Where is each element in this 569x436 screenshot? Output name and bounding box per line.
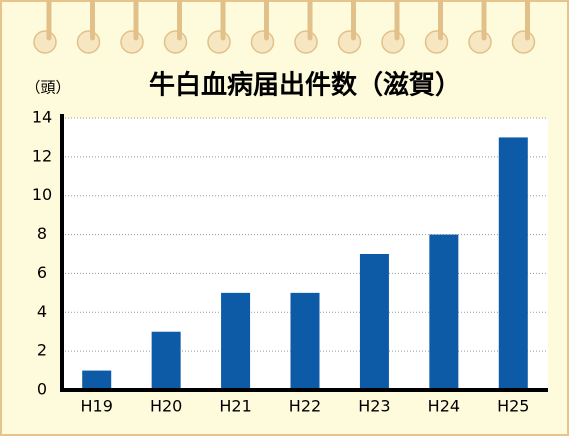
bar [499, 137, 528, 390]
ring-hole [252, 31, 274, 53]
ring-hole [121, 31, 143, 53]
y-tick-label: 8 [37, 224, 47, 243]
ring-hole [382, 31, 404, 53]
bar [82, 371, 111, 390]
ring-hole [469, 31, 491, 53]
chart: （頭） 牛白血病届出件数（滋賀） 0 2 4 6 8 10 12 14 H19 H20 H21 H22… [0, 0, 569, 436]
bar [429, 235, 458, 390]
x-tick-label: H19 [81, 397, 113, 416]
y-tick-label: 10 [32, 185, 52, 204]
x-tick-label: H24 [428, 397, 460, 416]
y-tick-label: 0 [37, 380, 47, 399]
y-axis-label: （頭） [25, 79, 70, 97]
ring-hole [165, 31, 187, 53]
bar [360, 254, 389, 390]
y-tick-label: 12 [32, 146, 52, 165]
ring-hole [426, 31, 448, 53]
y-tick-label: 4 [37, 302, 47, 321]
x-tick-label: H22 [289, 397, 321, 416]
bar [291, 293, 320, 390]
y-tick-label: 2 [37, 341, 47, 360]
x-tick-label: H21 [219, 397, 251, 416]
y-tick-label: 6 [37, 263, 47, 282]
x-tick-label: H20 [150, 397, 182, 416]
ring-hole [295, 31, 317, 53]
ring-hole [34, 31, 56, 53]
ring-hole [339, 31, 361, 53]
x-tick-label: H25 [497, 397, 529, 416]
ring-hole [513, 31, 535, 53]
bar [221, 293, 250, 390]
x-tick-label: H23 [358, 397, 390, 416]
chart-title: 牛白血病届出件数（滋賀） [149, 70, 461, 101]
ring-hole [78, 31, 100, 53]
ring-hole [208, 31, 230, 53]
bar [152, 332, 181, 390]
y-tick-label: 14 [32, 108, 52, 127]
